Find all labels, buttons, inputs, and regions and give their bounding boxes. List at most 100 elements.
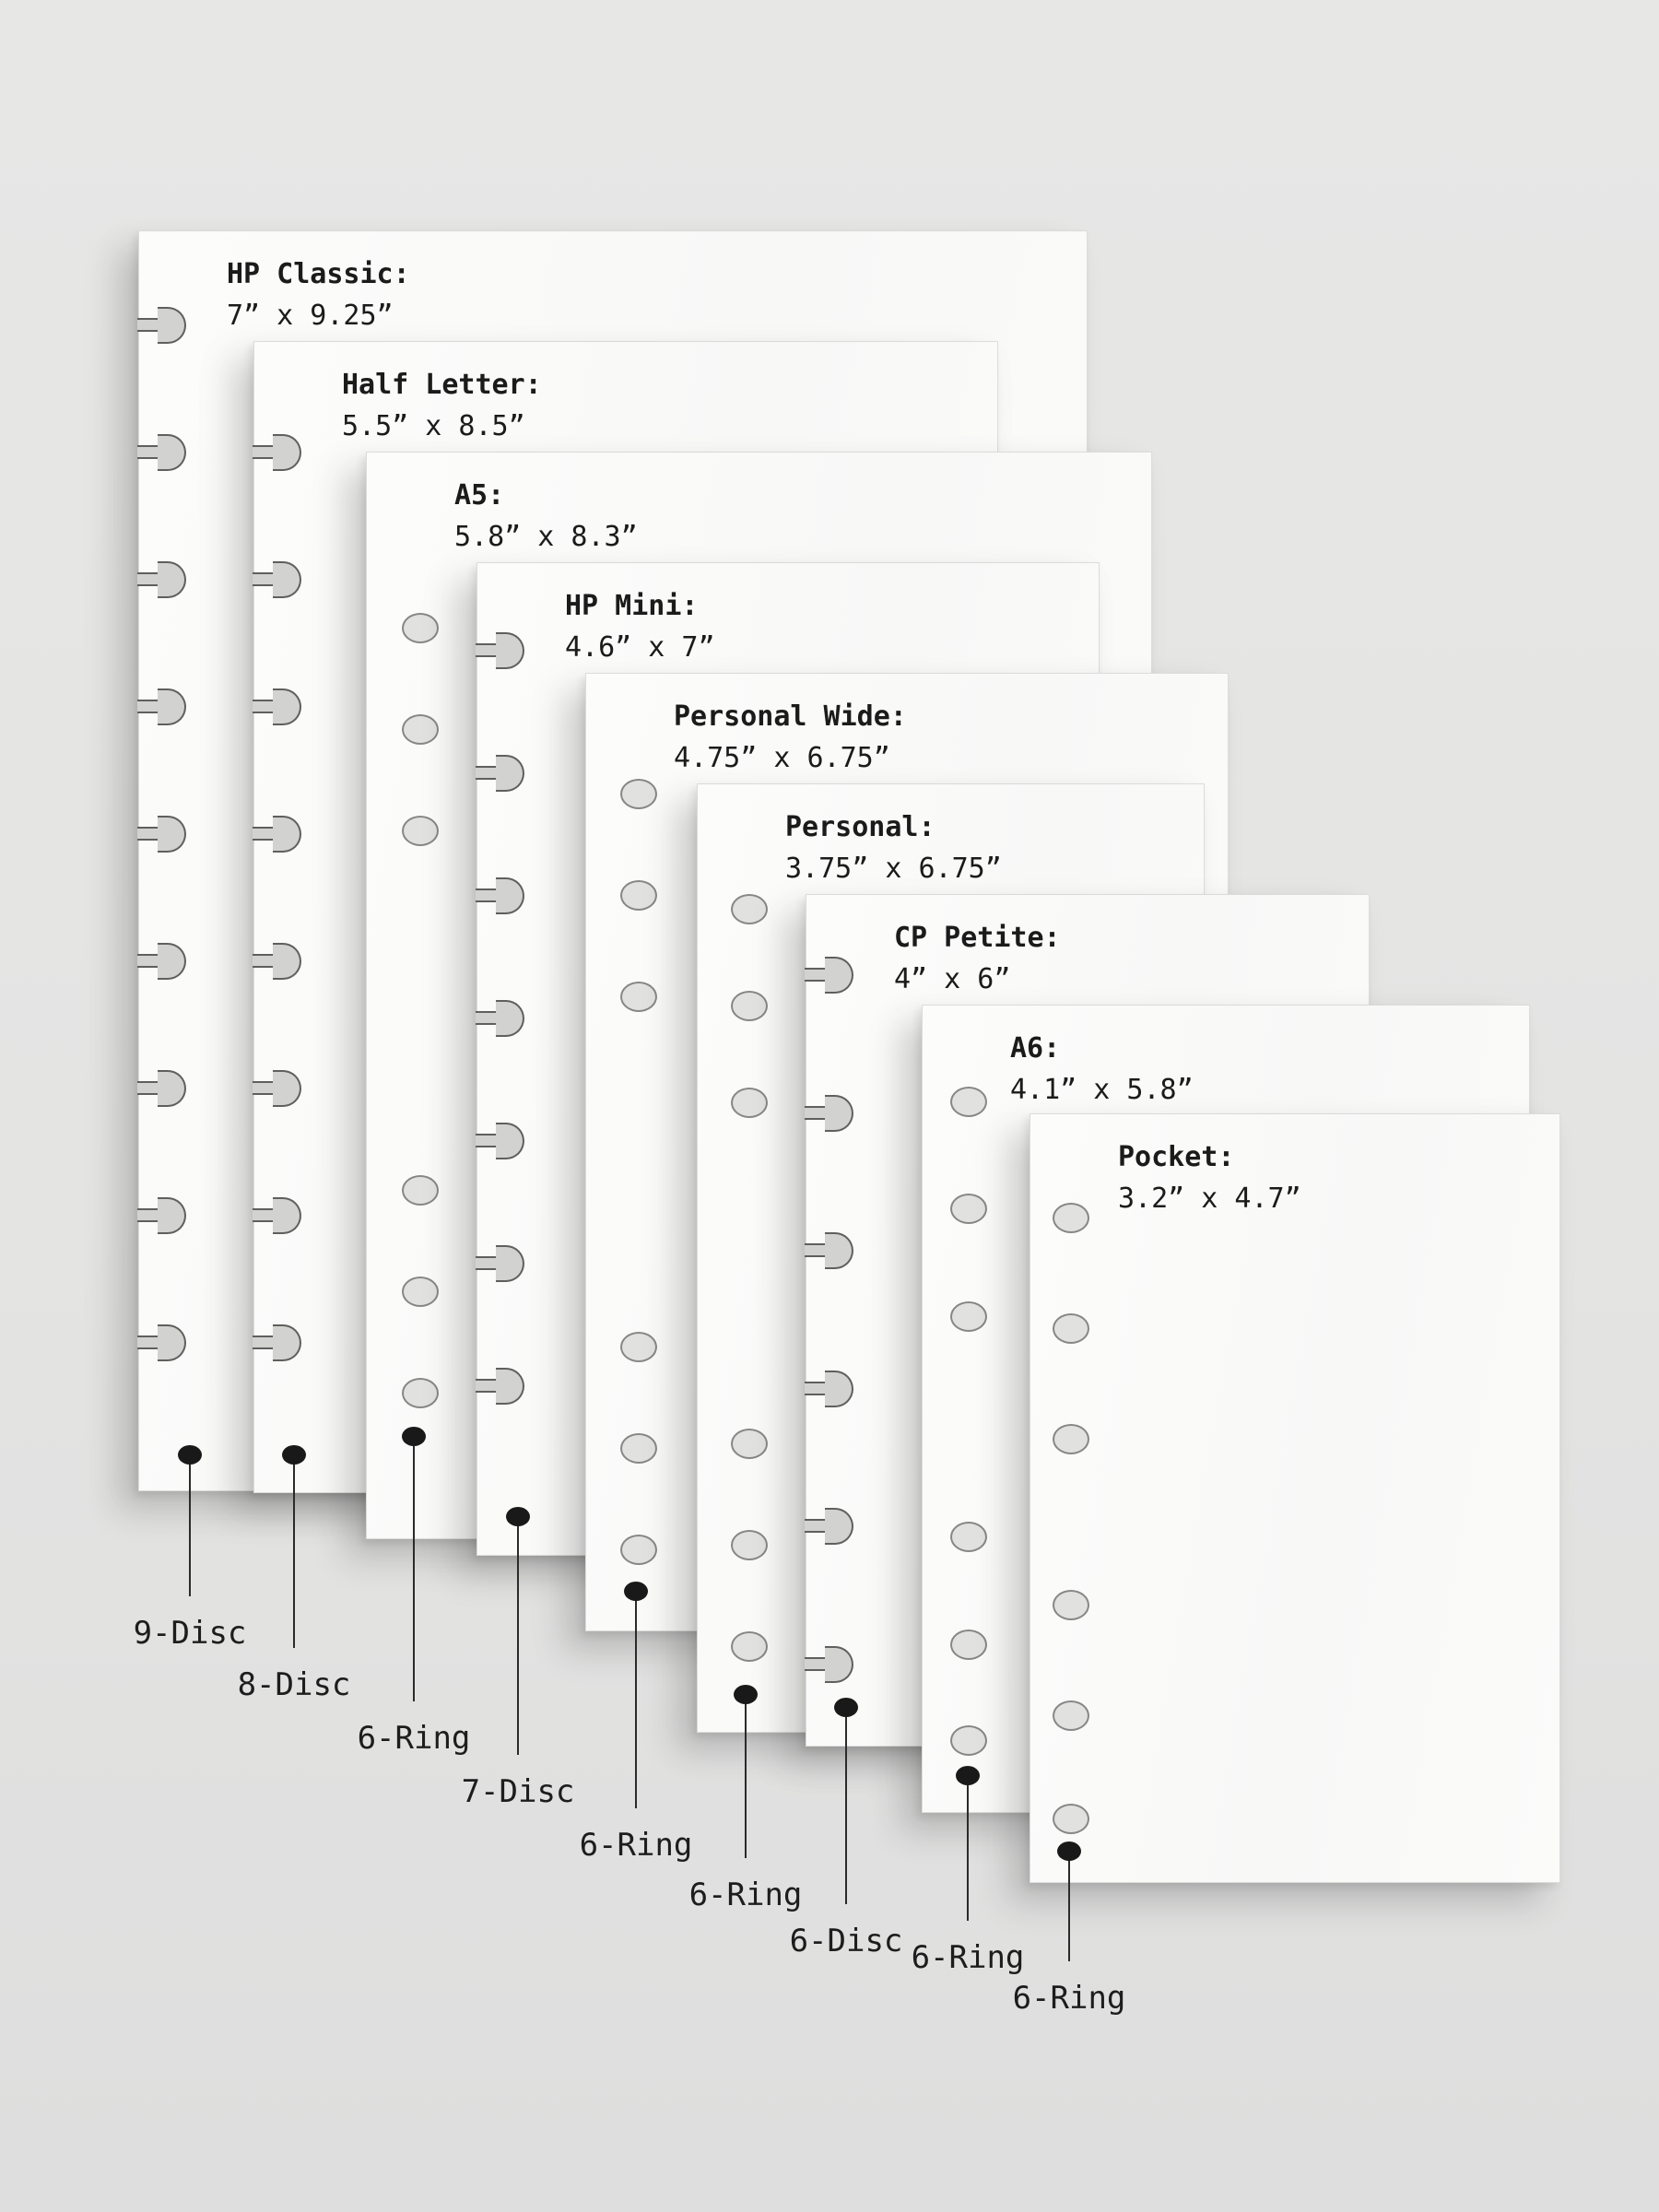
binding-label-cp-petite: 6-Disc: [789, 1923, 903, 1959]
disc-punch-stem: [137, 318, 161, 332]
ring-hole-icon: [402, 1277, 439, 1307]
disc-punch-head: [825, 1095, 853, 1132]
disc-punch-stem: [253, 827, 276, 841]
ring-hole-icon: [731, 1429, 768, 1459]
binding-label-hp-mini: 7-Disc: [461, 1773, 575, 1810]
disc-punch-head: [158, 561, 186, 598]
ring-hole-icon: [731, 991, 768, 1021]
disc-punch-icon: [137, 561, 187, 598]
page-title-hp-classic: HP Classic: 7” x 9.25”: [227, 253, 410, 336]
disc-punch-head: [496, 1000, 524, 1037]
ring-hole-icon: [731, 1088, 768, 1118]
disc-punch-stem: [137, 827, 161, 841]
disc-punch-icon: [253, 561, 302, 598]
disc-punch-stem: [253, 1335, 276, 1349]
disc-punch-head: [273, 943, 301, 980]
disc-punch-icon: [253, 434, 302, 471]
disc-punch-head: [496, 1245, 524, 1282]
ring-hole-icon: [950, 1725, 987, 1756]
page-size-dimensions: 4.1” x 5.8”: [1010, 1074, 1194, 1106]
disc-punch-stem: [137, 954, 161, 968]
disc-punch-stem: [253, 1208, 276, 1222]
page-title-cp-petite: CP Petite: 4” x 6”: [894, 917, 1061, 1000]
binding-label-half-letter: 8-Disc: [237, 1666, 351, 1703]
page-size-dimensions: 3.75” x 6.75”: [785, 853, 1002, 885]
binding-label-personal: 6-Ring: [688, 1877, 803, 1913]
disc-punch-stem: [137, 1081, 161, 1095]
disc-punch-icon: [253, 943, 302, 980]
page-size-name: Half Letter:: [342, 369, 542, 401]
page-title-a6: A6: 4.1” x 5.8”: [1010, 1028, 1194, 1111]
disc-punch-head: [825, 1646, 853, 1683]
page-size-dimensions: 3.2” x 4.7”: [1118, 1182, 1301, 1215]
disc-punch-icon: [137, 307, 187, 344]
disc-punch-head: [496, 755, 524, 792]
page-size-name: A6:: [1010, 1032, 1061, 1065]
disc-punch-icon: [476, 1123, 525, 1159]
disc-punch-icon: [137, 943, 187, 980]
disc-punch-icon: [805, 1508, 854, 1545]
binding-label-a6: 6-Ring: [911, 1939, 1025, 1976]
ring-hole-icon: [402, 1175, 439, 1206]
page-title-personal-wide: Personal Wide: 4.75” x 6.75”: [674, 696, 907, 779]
ring-hole-icon: [402, 1378, 439, 1408]
disc-punch-icon: [253, 1197, 302, 1234]
disc-punch-icon: [476, 1000, 525, 1037]
ring-hole-icon: [731, 1530, 768, 1560]
disc-punch-stem: [137, 445, 161, 459]
disc-punch-head: [158, 1070, 186, 1107]
disc-punch-head: [273, 688, 301, 725]
disc-punch-icon: [253, 816, 302, 853]
ring-hole-icon: [620, 1433, 657, 1464]
disc-punch-stem: [476, 1011, 500, 1025]
disc-punch-icon: [476, 755, 525, 792]
disc-punch-icon: [137, 434, 187, 471]
disc-punch-head: [158, 943, 186, 980]
disc-punch-stem: [137, 1208, 161, 1222]
ring-hole-icon: [402, 613, 439, 643]
ring-hole-icon: [402, 816, 439, 846]
binding-label-hp-classic: 9-Disc: [133, 1615, 247, 1652]
disc-punch-stem: [805, 1243, 829, 1257]
page-size-name: Personal:: [785, 811, 935, 843]
disc-punch-stem: [137, 1335, 161, 1349]
disc-punch-icon: [805, 1646, 854, 1683]
disc-punch-head: [825, 1371, 853, 1407]
ring-hole-icon: [1053, 1313, 1089, 1344]
disc-punch-icon: [476, 632, 525, 669]
ring-hole-icon: [950, 1301, 987, 1332]
disc-punch-head: [273, 816, 301, 853]
page-title-hp-mini: HP Mini: 4.6” x 7”: [565, 585, 715, 668]
page-size-name: A5:: [454, 479, 505, 512]
disc-punch-head: [825, 1508, 853, 1545]
disc-punch-stem: [253, 1081, 276, 1095]
page-size-dimensions: 4” x 6”: [894, 963, 1011, 995]
page-size-dimensions: 4.75” x 6.75”: [674, 742, 890, 774]
disc-punch-stem: [253, 445, 276, 459]
disc-punch-head: [496, 1123, 524, 1159]
page-size-dimensions: 4.6” x 7”: [565, 631, 715, 664]
disc-punch-stem: [805, 1519, 829, 1533]
disc-punch-icon: [137, 816, 187, 853]
disc-punch-icon: [805, 1095, 854, 1132]
ring-hole-icon: [731, 1631, 768, 1662]
disc-punch-head: [158, 1324, 186, 1361]
disc-punch-head: [825, 957, 853, 994]
ring-hole-icon: [950, 1087, 987, 1117]
disc-punch-head: [158, 816, 186, 853]
disc-punch-head: [273, 1324, 301, 1361]
ring-hole-icon: [1053, 1700, 1089, 1731]
ring-hole-icon: [620, 779, 657, 809]
page-size-dimensions: 5.5” x 8.5”: [342, 410, 525, 442]
disc-punch-icon: [805, 957, 854, 994]
page-size-name: CP Petite:: [894, 922, 1061, 954]
disc-punch-icon: [805, 1232, 854, 1269]
ring-hole-icon: [731, 894, 768, 924]
page-size-name: HP Mini:: [565, 590, 699, 622]
disc-punch-head: [158, 688, 186, 725]
disc-punch-stem: [805, 1106, 829, 1120]
disc-punch-stem: [137, 700, 161, 713]
disc-punch-icon: [253, 1324, 302, 1361]
binding-label-personal-wide: 6-Ring: [579, 1827, 693, 1864]
page-size-name: Pocket:: [1118, 1141, 1235, 1173]
